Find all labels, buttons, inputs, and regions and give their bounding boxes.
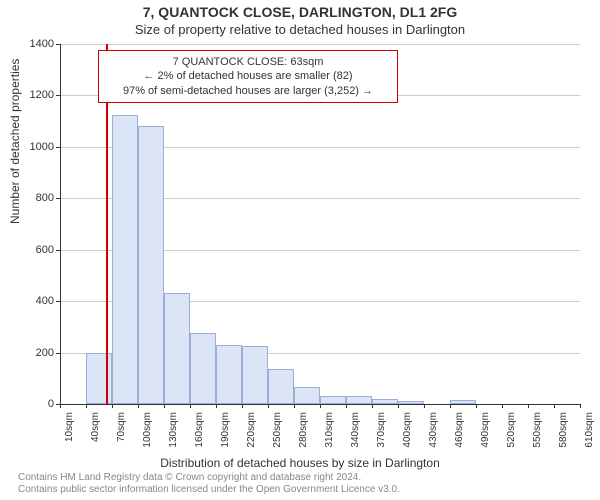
y-tick-label: 400 [0, 295, 54, 307]
x-tick [268, 404, 269, 408]
footer-line-1: Contains HM Land Registry data © Crown c… [18, 472, 400, 484]
y-tick-label: 1200 [0, 89, 54, 101]
x-tick [450, 404, 451, 408]
y-tick-label: 600 [0, 244, 54, 256]
annotation-line-3: 97% of semi-detached houses are larger (… [107, 84, 389, 98]
x-tick [476, 404, 477, 408]
y-tick-label: 1400 [0, 38, 54, 50]
x-tick [372, 404, 373, 408]
histogram-bar [138, 126, 164, 404]
property-annotation-box: 7 QUANTOCK CLOSE: 63sqm ← 2% of detached… [98, 50, 398, 103]
x-tick [320, 404, 321, 408]
x-tick [580, 404, 581, 408]
histogram-bar [112, 115, 138, 404]
x-tick [346, 404, 347, 408]
y-tick-label: 1000 [0, 141, 54, 153]
x-tick [242, 404, 243, 408]
histogram-bar [216, 345, 242, 404]
x-tick [190, 404, 191, 408]
x-tick [86, 404, 87, 408]
x-tick [424, 404, 425, 408]
histogram-bar [320, 396, 346, 404]
grid-line [60, 44, 580, 45]
y-tick-label: 800 [0, 192, 54, 204]
annotation-line-1: 7 QUANTOCK CLOSE: 63sqm [107, 55, 389, 69]
x-tick [554, 404, 555, 408]
histogram-bar [86, 353, 112, 404]
y-tick-label: 200 [0, 347, 54, 359]
histogram-bar [346, 396, 372, 404]
y-axis-line [60, 44, 61, 404]
histogram-bar [268, 369, 294, 404]
histogram-bar [190, 333, 216, 404]
x-tick [398, 404, 399, 408]
x-tick [164, 404, 165, 408]
x-tick [112, 404, 113, 408]
x-tick [502, 404, 503, 408]
histogram-bar [164, 293, 190, 404]
page-title: 7, QUANTOCK CLOSE, DARLINGTON, DL1 2FG [0, 4, 600, 20]
footer-attribution: Contains HM Land Registry data © Crown c… [18, 472, 400, 496]
annotation-line-2: ← 2% of detached houses are smaller (82) [107, 69, 389, 83]
x-tick [60, 404, 61, 408]
x-tick [138, 404, 139, 408]
footer-line-2: Contains public sector information licen… [18, 484, 400, 496]
page-subtitle: Size of property relative to detached ho… [0, 22, 600, 37]
x-tick [294, 404, 295, 408]
histogram-bar [294, 387, 320, 404]
x-tick [216, 404, 217, 408]
page-root: 7, QUANTOCK CLOSE, DARLINGTON, DL1 2FG S… [0, 0, 600, 500]
y-tick-label: 0 [0, 398, 54, 410]
x-axis-label: Distribution of detached houses by size … [0, 456, 600, 470]
histogram-bar [242, 346, 268, 404]
x-tick [528, 404, 529, 408]
